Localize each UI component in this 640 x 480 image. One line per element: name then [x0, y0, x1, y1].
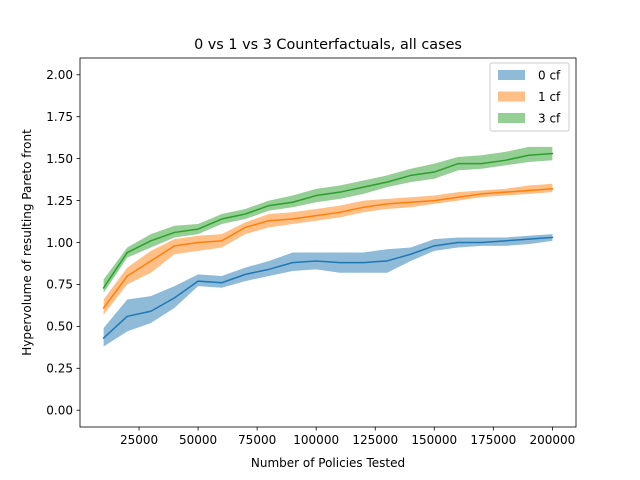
line-1-cf [102, 188, 554, 309]
line-3-cf [102, 152, 554, 289]
x-tick-label: 200000 [529, 433, 575, 447]
line-0-cf [102, 236, 554, 340]
y-axis-label: Hypervolume of resulting Pareto front [20, 129, 34, 356]
legend-swatch [498, 113, 525, 123]
x-tick-label: 25000 [120, 433, 158, 447]
chart-title: 0 vs 1 vs 3 Counterfactuals, all cases [194, 37, 462, 53]
y-tick-label: 1.00 [46, 236, 73, 250]
y-axis: 0.00 0.25 0.50 0.75 1.00 1.25 1.50 1.75 2.00 [46, 68, 80, 418]
band-0-cf [103, 234, 553, 347]
series-lines [102, 152, 554, 340]
x-tick-label: 125000 [352, 433, 398, 447]
y-tick-label: 0.50 [46, 320, 73, 334]
band-1-cf [103, 183, 553, 315]
y-tick-label: 2.00 [46, 68, 73, 82]
x-tick-label: 175000 [470, 433, 516, 447]
x-tick-label: 150000 [411, 433, 457, 447]
y-tick-label: 0.25 [46, 362, 73, 376]
legend-swatch [498, 91, 525, 102]
legend-label: 3 cf [538, 111, 561, 125]
y-tick-label: 0.75 [46, 278, 73, 292]
y-tick-label: 0.00 [46, 404, 73, 418]
plot-frame [79, 57, 577, 428]
legend-label: 0 cf [538, 68, 561, 82]
y-tick-label: 1.75 [46, 110, 73, 124]
x-axis-label: Number of Policies Tested [251, 456, 405, 470]
band-3-cf [103, 146, 553, 293]
legend: 0 cf 1 cf 3 cf [489, 62, 570, 132]
legend-label: 1 cf [538, 90, 561, 104]
x-axis: 25000 50000 75000 100000 125000 150000 175000 2… [120, 427, 575, 447]
x-tick-label: 100000 [293, 433, 339, 447]
x-tick-label: 75000 [238, 433, 276, 447]
confidence-bands [103, 146, 553, 347]
y-tick-label: 1.25 [46, 194, 73, 208]
x-tick-label: 50000 [179, 433, 217, 447]
legend-swatch [498, 70, 525, 80]
y-tick-label: 1.50 [46, 152, 73, 166]
